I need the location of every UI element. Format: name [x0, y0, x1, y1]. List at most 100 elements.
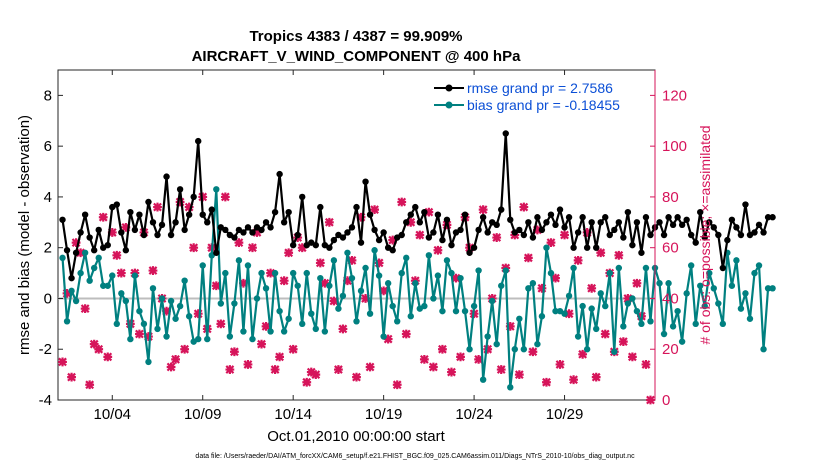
bias-point: [665, 280, 672, 287]
obs-count-marker: [153, 202, 162, 212]
obs-count-marker: [447, 367, 456, 377]
bias-point: [344, 249, 351, 256]
rmse-point: [113, 201, 120, 208]
bias-point: [642, 264, 650, 272]
rmse-point: [660, 231, 668, 239]
bias-point: [706, 269, 713, 277]
bias-point: [602, 302, 609, 310]
obs-count-marker: [338, 324, 348, 334]
obs-count-marker: [229, 347, 239, 357]
bias-point: [633, 307, 641, 315]
bias-point: [615, 264, 623, 272]
rmse-point: [195, 137, 202, 145]
bias-point: [127, 335, 134, 343]
obs-count-marker: [216, 319, 226, 329]
rmse-point: [362, 178, 369, 185]
rmse-point: [403, 219, 410, 226]
rmse-point: [593, 244, 600, 251]
rmse-point: [633, 219, 641, 226]
rmse-point: [122, 247, 130, 254]
bias-point: [565, 292, 573, 300]
bias-point: [317, 274, 324, 282]
obs-count-marker: [320, 278, 330, 288]
obs-count-marker: [315, 258, 325, 268]
obs-count-marker: [573, 255, 583, 265]
rmse-point: [59, 216, 66, 223]
legend-bias-marker: [445, 101, 453, 109]
bias-point: [764, 285, 772, 292]
bias-point: [289, 269, 297, 277]
rmse-point: [63, 247, 71, 254]
obs-count-marker: [89, 339, 99, 349]
rmse-point: [190, 193, 197, 201]
rmse-point: [317, 203, 324, 211]
rmse-point: [565, 214, 573, 221]
bias-point: [262, 285, 270, 292]
obs-count-marker: [347, 255, 357, 265]
bias-point: [728, 282, 736, 289]
bias-point: [710, 285, 717, 292]
bias-point: [448, 269, 455, 277]
rmse-point: [285, 208, 292, 216]
rmse-point: [208, 206, 215, 213]
bias-point: [443, 257, 451, 264]
bias-point: [172, 315, 179, 322]
rmse-point: [262, 219, 270, 226]
rmse-point: [697, 208, 704, 216]
bias-point: [507, 384, 514, 391]
obs-count-marker: [279, 276, 289, 286]
obs-count-marker: [275, 352, 285, 362]
bias-point: [715, 300, 722, 307]
obs-count-marker: [492, 233, 502, 242]
obs-count-marker: [591, 372, 601, 382]
rmse-point: [615, 219, 623, 226]
rmse-point: [439, 236, 446, 244]
obs-count-marker: [80, 304, 90, 314]
rmse-point: [620, 234, 627, 241]
rmse-point: [267, 224, 274, 231]
bias-point: [280, 328, 288, 335]
rmse-point: [678, 221, 686, 229]
bias-point: [502, 267, 509, 274]
bias-point: [321, 328, 329, 335]
bias-point: [375, 272, 383, 279]
y-tick-label: -2: [39, 341, 52, 358]
bias-point: [733, 257, 740, 264]
y-tick-label: 6: [44, 138, 52, 155]
bias-point: [362, 264, 369, 272]
rmse-point: [556, 206, 564, 213]
rmse-point: [692, 239, 699, 246]
rmse-point: [127, 208, 134, 216]
bias-point: [656, 280, 663, 287]
obs-count-marker: [248, 243, 257, 253]
rmse-point: [348, 224, 356, 231]
obs-count-marker: [148, 266, 158, 275]
bias-point: [104, 282, 111, 289]
bias-point: [398, 269, 405, 277]
obs-count-marker: [94, 344, 104, 354]
bias-point: [520, 346, 528, 353]
obs-count-marker: [306, 367, 316, 377]
bias-point: [267, 328, 274, 335]
rmse-point: [629, 241, 636, 249]
y-tick-label: 0: [44, 290, 52, 307]
bias-point: [326, 282, 333, 289]
bias-point: [294, 282, 301, 289]
rmse-point: [561, 224, 568, 231]
obs-count-marker: [334, 365, 343, 374]
obs-count-marker: [103, 352, 113, 362]
obs-count-marker: [166, 362, 176, 372]
rmse-point: [719, 264, 727, 272]
rmse-series: [59, 130, 776, 282]
bias-point: [330, 257, 338, 264]
bias-point: [158, 295, 166, 302]
rmse-point: [611, 226, 618, 234]
obs-count-marker: [329, 296, 339, 306]
bias-point: [760, 346, 767, 353]
obs-count-marker: [551, 273, 560, 283]
obs-count-marker: [171, 354, 180, 364]
rmse-point: [538, 226, 546, 234]
rmse-point: [769, 214, 776, 221]
bias-point: [669, 323, 677, 330]
bias-point: [543, 244, 550, 251]
